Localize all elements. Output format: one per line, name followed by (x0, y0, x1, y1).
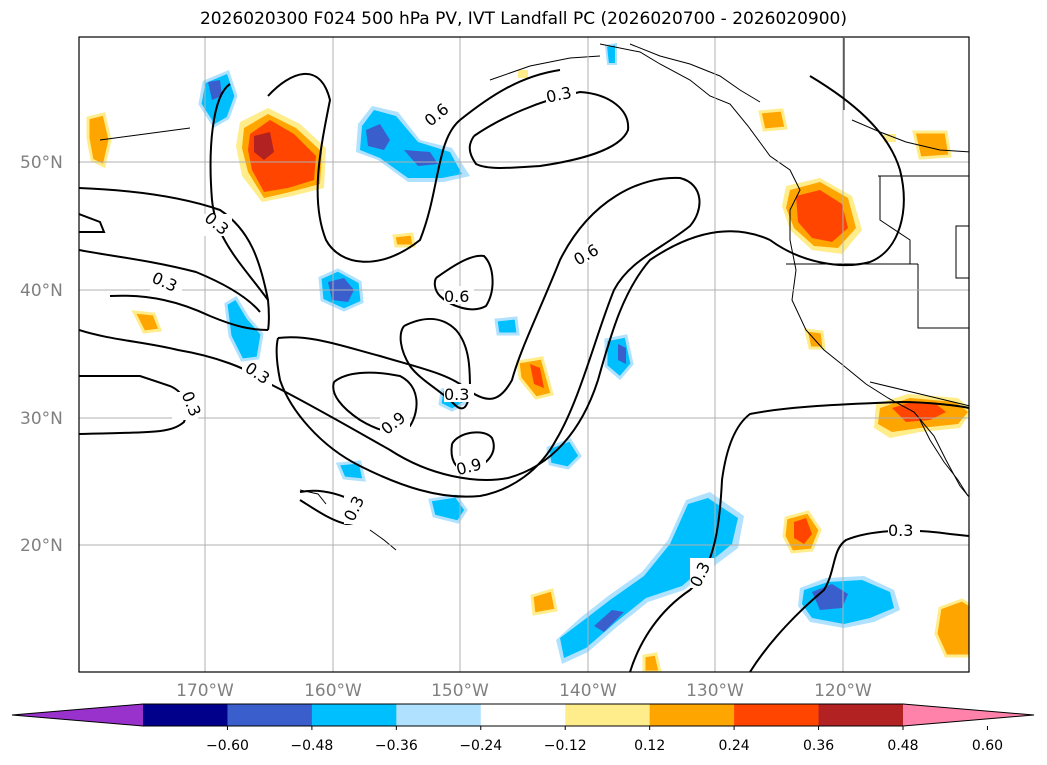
colorbar-tick-label: −0.48 (290, 738, 333, 754)
lon-label: 130°W (686, 681, 744, 701)
colorbar-segment (480, 704, 566, 726)
colorbar-tick-label: 0.24 (719, 738, 750, 754)
map-frame (78, 36, 970, 673)
map-title: 2026020300 F024 500 hPa PV, IVT Landfall… (199, 9, 847, 29)
map-plot-area: 0.3 0.6 0.3 0.6 0.3 0.6 0.3 0.3 0.3 0.9 … (79, 37, 969, 672)
colorbar-tick-label: 0.12 (634, 738, 665, 754)
lon-label: 170°W (176, 681, 234, 701)
colorbar: −0.60 −0.48 −0.36 −0.24 −0.12 0.12 0.24 0.36 0.4… (11, 703, 1035, 754)
colorbar-tick-label: −0.12 (544, 738, 587, 754)
contour-label: 0.3 (444, 385, 469, 404)
colorbar-tick-label: −0.60 (206, 738, 249, 754)
colorbar-tick-label: 0.36 (803, 738, 834, 754)
lon-label: 160°W (304, 681, 362, 701)
lon-label: 120°W (814, 681, 872, 701)
colorbar-segment (818, 704, 904, 726)
colorbar-segment (396, 704, 482, 726)
colorbar-tick-label: −0.36 (375, 738, 418, 754)
colorbar-tick-label: 0.48 (887, 738, 918, 754)
longitude-labels: 170°W 160°W 150°W 140°W 130°W 120°W (176, 681, 872, 701)
latitude-labels: 50°N 40°N 30°N 20°N (20, 153, 63, 556)
contour-label: 0.3 (544, 83, 573, 107)
colorbar-segment (311, 704, 397, 726)
contour-label: 0.6 (444, 287, 469, 306)
graticule (79, 37, 969, 672)
lon-label: 140°W (559, 681, 617, 701)
contour-label: 0.3 (888, 521, 913, 540)
lat-label: 30°N (20, 409, 63, 429)
colorbar-segment (734, 704, 820, 726)
colorbar-segment (903, 704, 1034, 726)
colorbar-segment (649, 704, 735, 726)
colorbar-segment (12, 704, 143, 726)
colorbar-segment (227, 704, 313, 726)
lat-label: 40°N (20, 281, 63, 301)
colorbar-segment (565, 704, 651, 726)
colorbar-outline (11, 703, 1035, 727)
lat-label: 50°N (20, 153, 63, 173)
lon-label: 150°W (431, 681, 489, 701)
lat-label: 20°N (20, 536, 63, 556)
colorbar-segment (143, 704, 228, 726)
colorbar-tick-label: 0.60 (972, 738, 1003, 754)
colorbar-tick-label: −0.24 (459, 738, 502, 754)
pv-anomaly-fills (86, 42, 969, 672)
